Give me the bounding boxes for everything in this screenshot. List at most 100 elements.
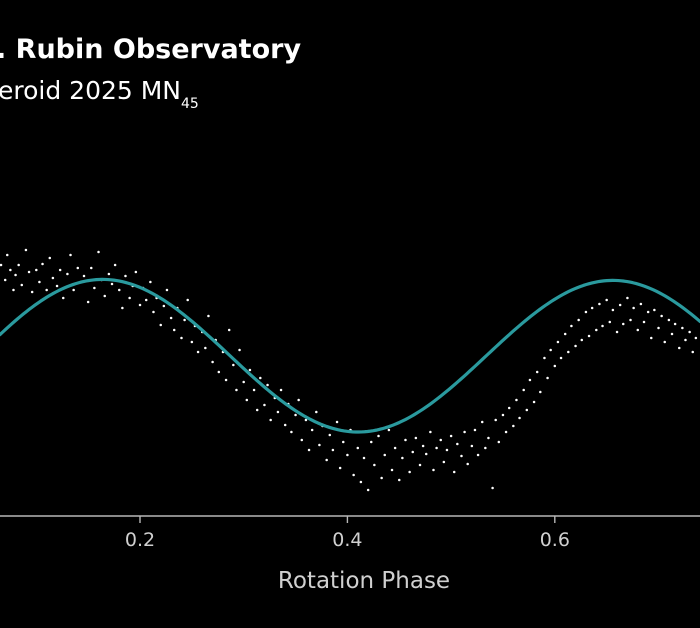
observation-point	[484, 446, 487, 450]
observation-point	[276, 410, 280, 414]
observation-point	[398, 478, 401, 482]
observation-point	[681, 326, 684, 330]
observation-point	[418, 463, 422, 467]
observation-point	[507, 406, 511, 410]
observation-point	[269, 418, 272, 422]
observation-point	[393, 446, 397, 450]
observation-point	[97, 250, 100, 254]
observation-point	[691, 350, 694, 354]
observation-point	[577, 318, 580, 322]
observation-point	[549, 348, 552, 352]
observation-point	[72, 288, 75, 292]
observation-point	[445, 448, 449, 452]
observation-point	[20, 283, 24, 287]
observation-point	[346, 453, 349, 457]
observation-point	[401, 456, 404, 460]
observation-point	[159, 323, 162, 327]
observation-point	[266, 383, 269, 387]
observation-point	[688, 330, 691, 334]
observation-point	[525, 408, 529, 412]
observation-point	[608, 320, 612, 324]
observation-point	[263, 403, 266, 407]
observation-point	[362, 456, 366, 460]
observation-point	[543, 356, 546, 360]
observation-point	[17, 263, 20, 267]
observation-point	[9, 268, 12, 272]
observation-point	[149, 280, 152, 284]
observation-point	[605, 298, 608, 302]
observation-point	[62, 296, 65, 300]
observation-point	[41, 262, 44, 266]
observation-point	[642, 320, 646, 324]
observation-point	[553, 364, 557, 368]
observation-point	[48, 256, 52, 260]
observation-point	[255, 408, 259, 412]
observation-point	[515, 398, 518, 402]
observation-point	[408, 470, 411, 474]
observation-point	[611, 308, 615, 312]
observation-point	[190, 340, 194, 344]
observation-point	[518, 416, 521, 420]
observation-point	[452, 470, 456, 474]
observation-point	[590, 306, 594, 310]
observation-point	[673, 322, 677, 326]
observation-point	[55, 284, 59, 288]
observation-point	[310, 428, 314, 432]
observation-point	[470, 444, 474, 448]
observation-point	[622, 322, 625, 326]
observation-point	[162, 304, 166, 308]
observation-point	[370, 440, 373, 444]
observation-point	[12, 288, 15, 292]
chart-title: . Rubin Observatory	[0, 34, 301, 65]
observation-point	[653, 308, 656, 312]
observation-point	[315, 410, 318, 414]
observation-point	[504, 430, 508, 434]
observation-point	[335, 420, 339, 424]
observation-point	[207, 314, 210, 318]
observation-point	[204, 346, 207, 350]
observation-points	[0, 248, 698, 492]
observation-point	[169, 316, 173, 320]
observation-point	[45, 288, 48, 292]
observation-point	[494, 418, 497, 422]
observation-point	[342, 440, 345, 444]
observation-point	[227, 328, 231, 332]
observation-point	[242, 380, 245, 384]
observation-point	[224, 378, 228, 382]
chart-subtitle-subscript: 45	[181, 96, 199, 112]
observation-point	[107, 272, 111, 276]
observation-point	[128, 296, 131, 300]
observation-point	[27, 270, 31, 274]
observation-point	[0, 263, 3, 267]
observation-point	[307, 448, 311, 452]
observation-point	[172, 328, 176, 332]
observation-point	[121, 306, 124, 310]
observation-point	[124, 274, 127, 278]
observation-point	[442, 460, 446, 464]
x-tick-label: 0.4	[332, 529, 362, 551]
observation-point	[539, 390, 542, 394]
observation-point	[76, 266, 80, 270]
observation-point	[304, 418, 308, 422]
observation-point	[684, 338, 687, 342]
observation-point	[629, 318, 632, 322]
observation-point	[491, 486, 494, 490]
observation-point	[387, 428, 391, 432]
observation-point	[331, 448, 335, 452]
observation-point	[165, 288, 169, 292]
observation-point	[595, 328, 598, 332]
observation-point	[663, 340, 666, 344]
model-curve-line	[0, 277, 700, 434]
observation-point	[294, 413, 297, 417]
observation-point	[456, 442, 459, 446]
observation-point	[657, 326, 660, 330]
observation-point	[639, 302, 643, 306]
observation-point	[338, 466, 342, 470]
observation-point	[421, 444, 425, 448]
observation-point	[584, 310, 588, 314]
observation-point	[69, 253, 72, 257]
observation-point	[404, 438, 407, 442]
observation-point	[678, 346, 681, 350]
observation-point	[66, 272, 69, 276]
